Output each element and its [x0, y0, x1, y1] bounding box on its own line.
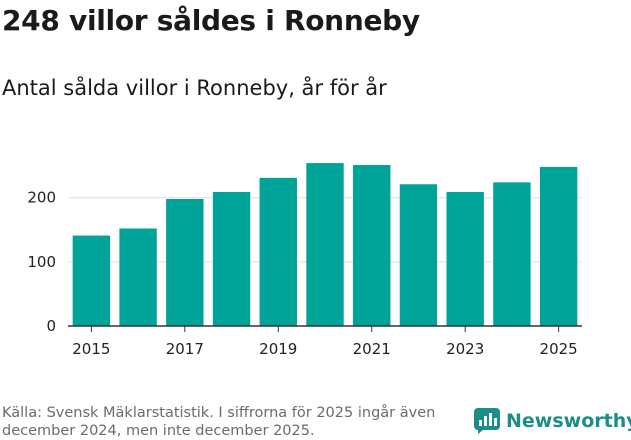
- bar-2021: [353, 165, 391, 326]
- bar-chart: 0 100 200 2015 2017 2019 2021 2023 2025: [27, 163, 582, 358]
- x-tick-label: 2023: [446, 340, 484, 358]
- x-tick-label: 2015: [72, 340, 110, 358]
- source-note: Källa: Svensk Mäklarstatistik. I siffror…: [2, 405, 436, 439]
- newsworthy-logo: Newsworthy: [474, 408, 631, 434]
- bar-2017: [166, 199, 204, 326]
- bar-2015: [72, 235, 111, 326]
- y-tick-label: 100: [27, 253, 56, 271]
- bar-2016: [119, 228, 157, 326]
- bar-2025: [539, 166, 578, 326]
- x-tick-label: 2019: [259, 340, 297, 358]
- chart-subtitle: Antal sålda villor i Ronneby, år för år: [2, 76, 387, 100]
- y-tick-label: 200: [27, 189, 56, 207]
- x-tick-label: 2021: [353, 340, 391, 358]
- bar-2018: [212, 191, 251, 326]
- bar-2023: [446, 191, 484, 326]
- chart-title: 248 villor såldes i Ronneby: [2, 4, 420, 37]
- y-tick-label: 0: [46, 317, 56, 335]
- x-tick-label: 2017: [166, 340, 204, 358]
- newsworthy-brand-text: Newsworthy: [506, 410, 631, 432]
- x-tick-label: 2025: [540, 340, 578, 358]
- bar-2019: [259, 177, 297, 326]
- bar-2024: [493, 182, 531, 326]
- bar-2020: [306, 163, 344, 326]
- newsworthy-logo-icon: [474, 408, 500, 434]
- bar-2022: [399, 184, 438, 326]
